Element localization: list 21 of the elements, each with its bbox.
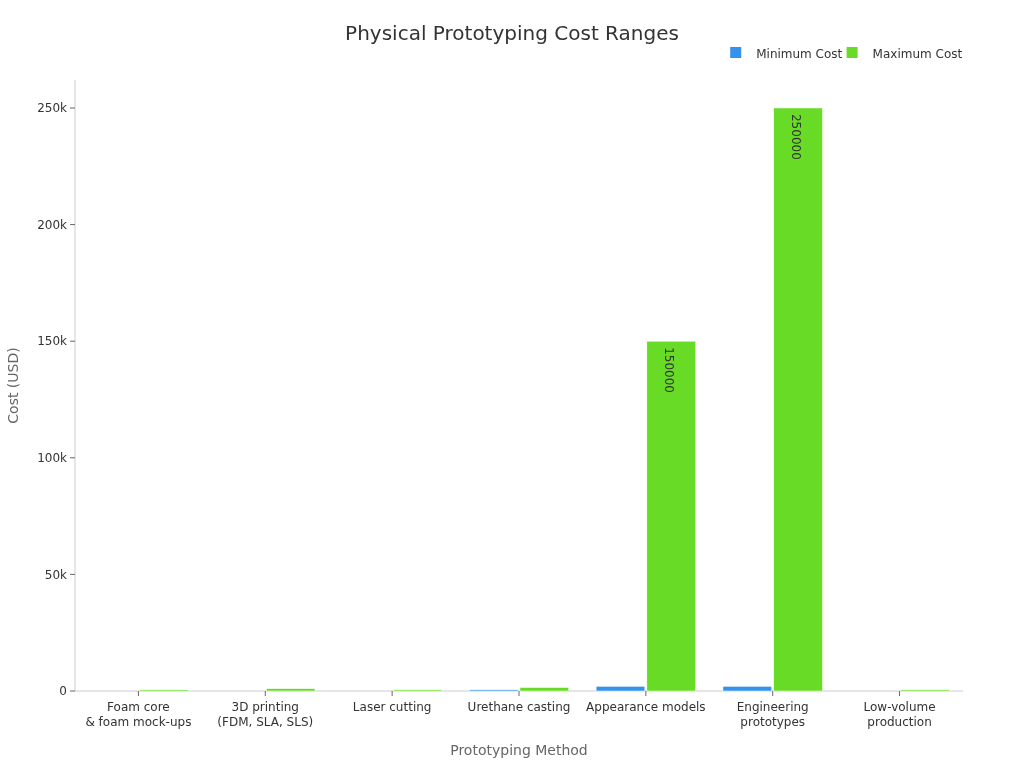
x-tick-label: Engineering prototypes — [736, 700, 809, 729]
y-tick-label: 100k — [37, 450, 68, 465]
y-tick-label: 50k — [44, 567, 68, 582]
y-tick-label: 150k — [37, 334, 68, 349]
x-tick-label: Low-volume production — [863, 700, 936, 729]
x-tick-label: Appearance models — [586, 700, 706, 714]
y-tick-label: 200k — [37, 217, 68, 232]
bar — [266, 688, 316, 692]
y-axis-title: Cost (USD) — [5, 347, 21, 424]
x-tick-label: 3D printing (FDM, SLA, SLS) — [217, 700, 314, 729]
y-tick-label: 250k — [37, 101, 68, 116]
x-axis-title: Prototyping Method — [450, 742, 588, 758]
y-tick-label: 0 — [59, 684, 67, 699]
data-label: 250000 — [789, 113, 804, 160]
x-tick-label: Foam core & foam mock-ups — [85, 700, 192, 729]
x-tick-label: Urethane casting — [467, 700, 571, 714]
x-tick-label: Laser cutting — [352, 700, 432, 714]
legend-label: Maximum Cost — [872, 46, 963, 61]
legend-label: Minimum Cost — [756, 46, 843, 61]
chart-title: Physical Prototyping Cost Ranges — [345, 21, 679, 45]
data-label: 150000 — [662, 347, 677, 393]
